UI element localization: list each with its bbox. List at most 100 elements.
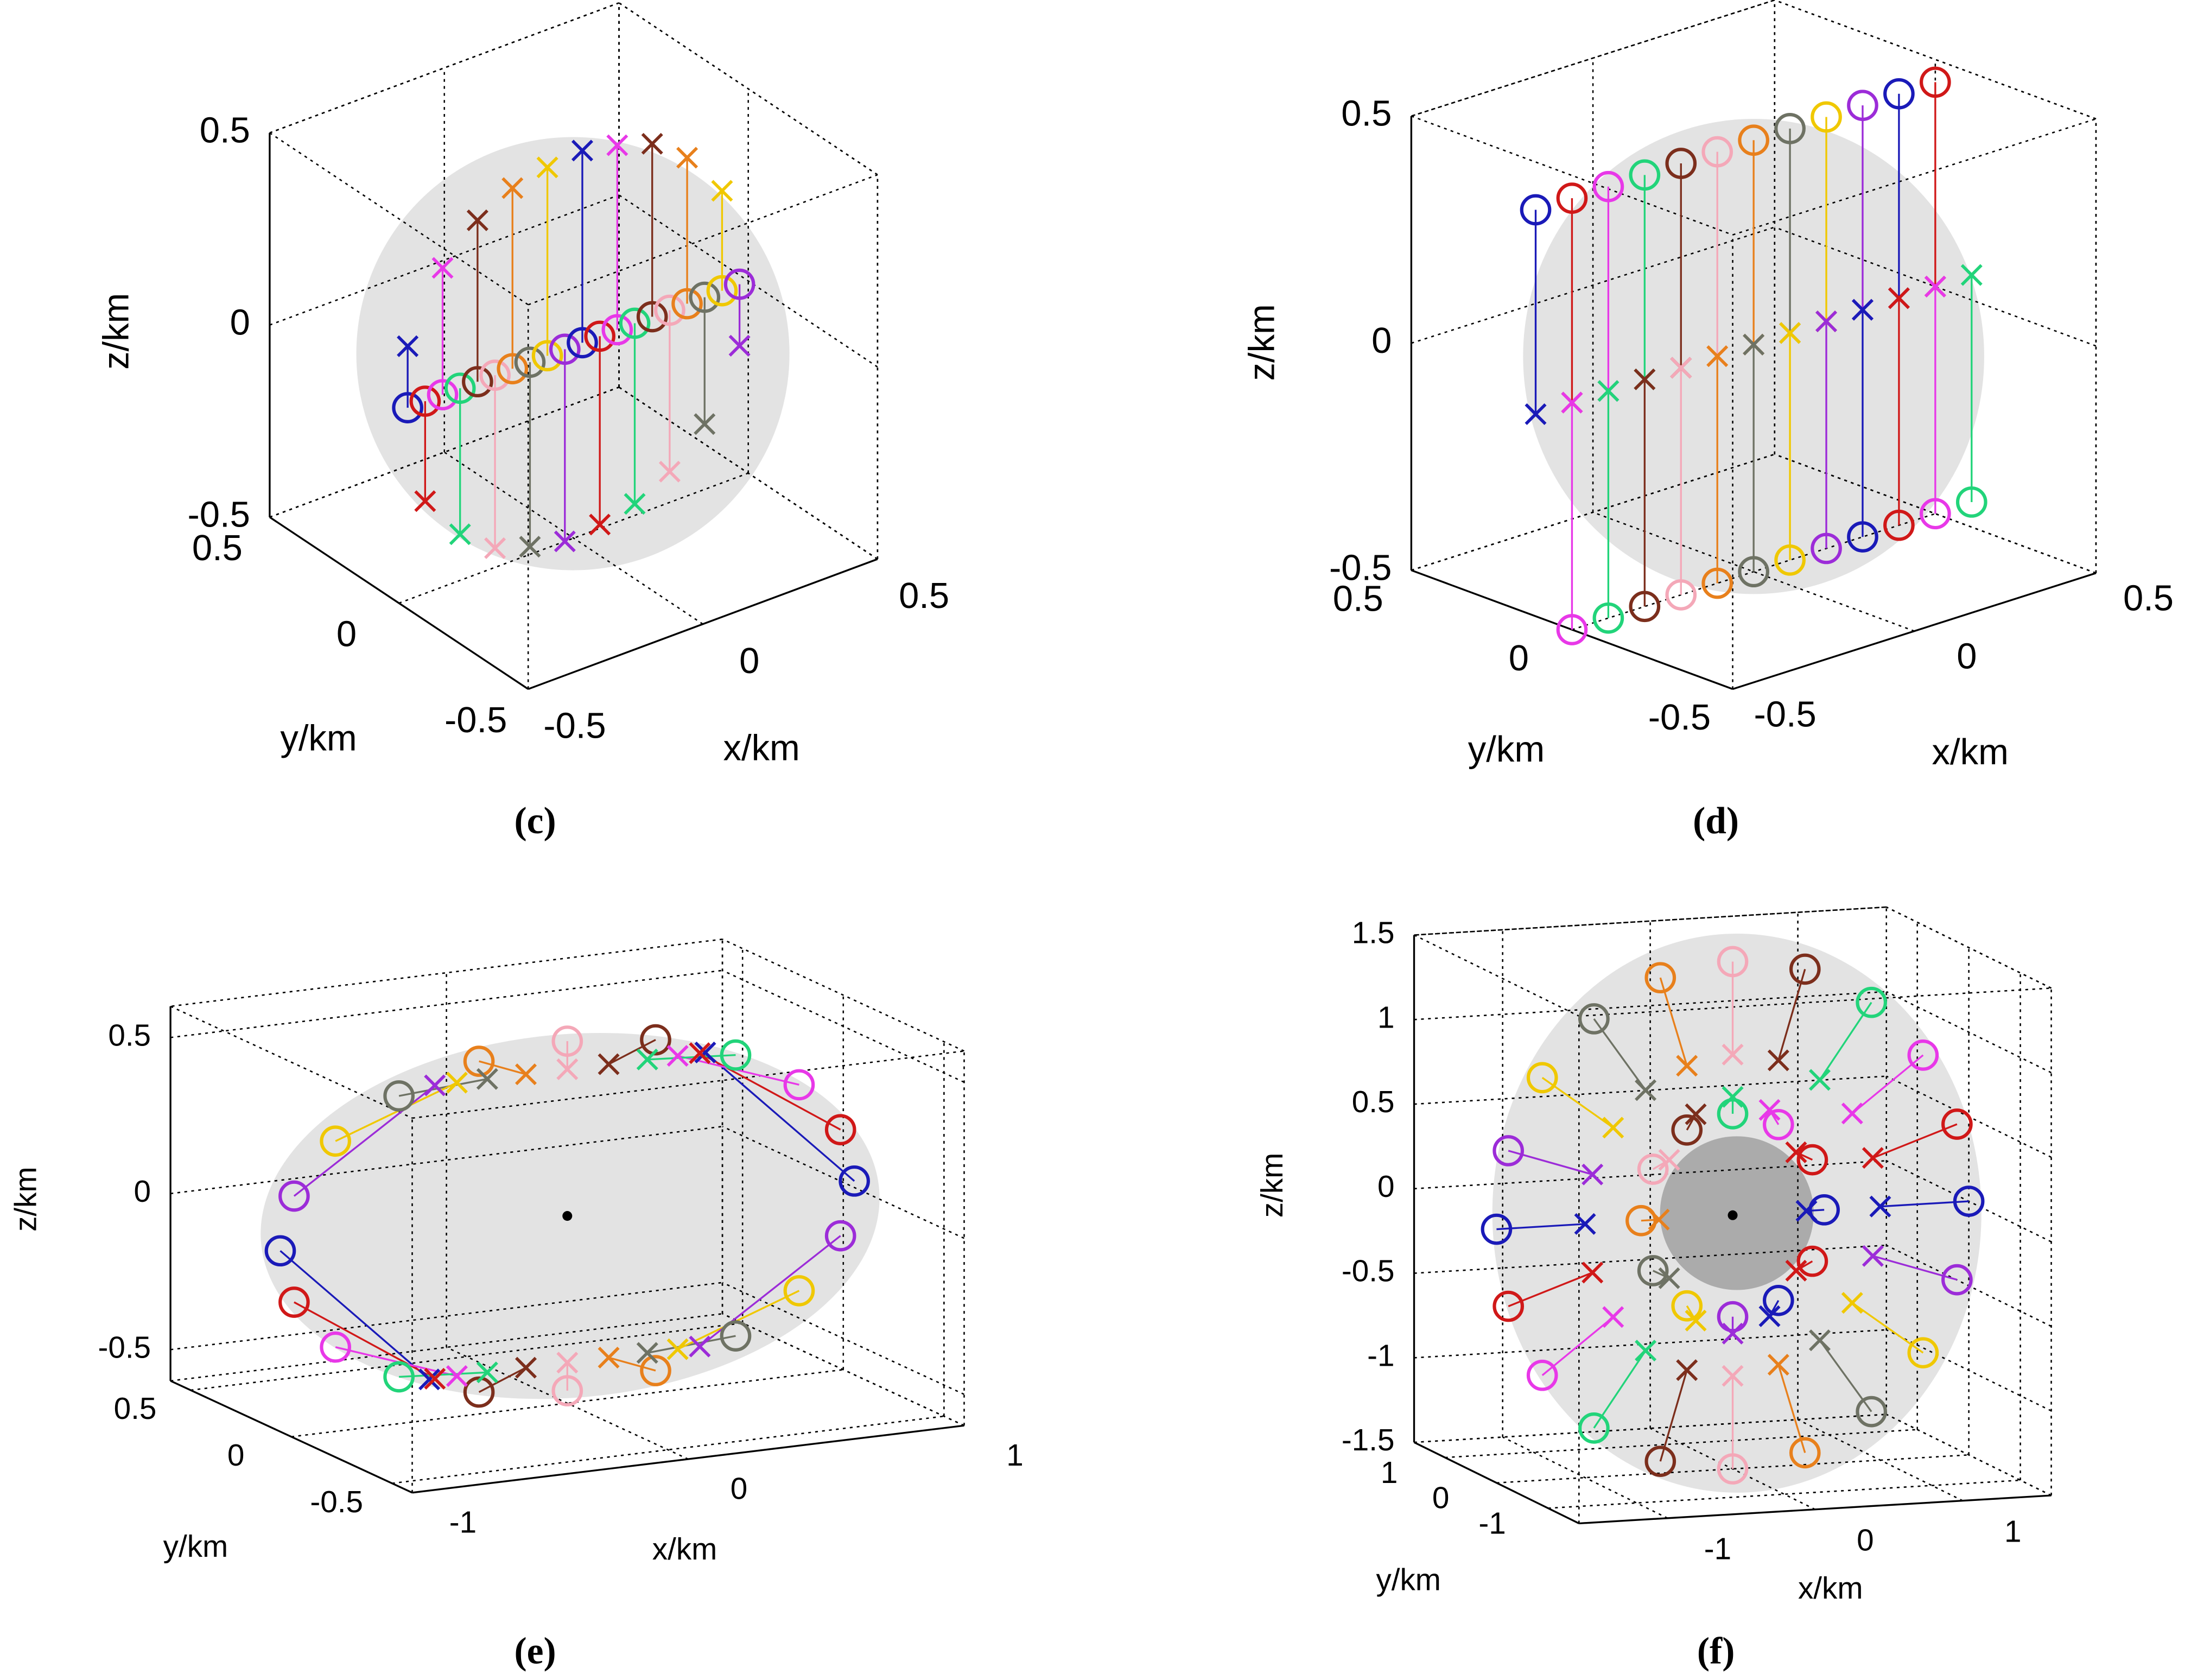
start-marker bbox=[1637, 1153, 1669, 1185]
start-marker bbox=[549, 333, 581, 365]
z-tick-label: -0.5 bbox=[98, 1330, 151, 1365]
trajectory bbox=[608, 1039, 656, 1066]
z-tick-label: 0.5 bbox=[1341, 93, 1392, 134]
start-marker bbox=[654, 294, 685, 326]
start-marker bbox=[514, 346, 546, 378]
y-tick-label: -0.5 bbox=[1648, 697, 1711, 738]
box-edge bbox=[722, 939, 965, 1052]
grid-line bbox=[1411, 453, 1775, 571]
y-tick-label: 0 bbox=[1432, 1481, 1450, 1516]
x-axis-label: x/km bbox=[1932, 732, 2009, 772]
grid-line bbox=[1411, 226, 1775, 344]
box-edge bbox=[1413, 934, 1579, 1017]
start-marker bbox=[839, 1165, 870, 1197]
start-marker bbox=[551, 1375, 583, 1406]
end-marker bbox=[1779, 322, 1801, 344]
box-edge bbox=[412, 1050, 964, 1119]
z-axis-label: z/km bbox=[9, 1167, 43, 1232]
start-marker bbox=[1856, 1396, 1887, 1428]
end-marker bbox=[1706, 345, 1729, 367]
trajectory bbox=[479, 1060, 526, 1075]
start-marker bbox=[619, 307, 651, 339]
end-marker bbox=[484, 537, 506, 559]
start-marker bbox=[567, 327, 598, 359]
start-marker bbox=[1629, 591, 1661, 623]
end-marker bbox=[1676, 1055, 1698, 1077]
start-marker bbox=[1520, 194, 1552, 226]
grid-line bbox=[190, 1322, 743, 1391]
x-tick-label: -1 bbox=[449, 1505, 477, 1539]
x-tick-label: 1 bbox=[1006, 1438, 1024, 1473]
grid-line bbox=[444, 451, 703, 625]
end-marker bbox=[1862, 1147, 1884, 1169]
start-marker bbox=[551, 1025, 583, 1057]
y-tick-label: -0.5 bbox=[310, 1485, 363, 1519]
box-edge bbox=[1732, 118, 2097, 236]
end-marker bbox=[571, 140, 593, 162]
start-marker bbox=[1789, 1437, 1821, 1469]
end-marker bbox=[1635, 1079, 1657, 1101]
end-marker bbox=[676, 147, 698, 169]
start-marker bbox=[1493, 1290, 1525, 1322]
x-tick-label: 0 bbox=[739, 641, 759, 681]
y-axis bbox=[1413, 1441, 1580, 1524]
grid-line bbox=[1502, 1436, 1668, 1519]
start-marker bbox=[640, 1355, 671, 1386]
start-marker bbox=[1556, 614, 1588, 645]
end-marker bbox=[397, 335, 419, 357]
end-marker bbox=[1743, 333, 1765, 356]
trajectory bbox=[1659, 1370, 1688, 1462]
grid-line bbox=[1414, 906, 1887, 936]
start-marker bbox=[497, 353, 529, 385]
end-marker bbox=[1888, 287, 1910, 309]
panel: -1.5-1-0.500.511.5-1 0 1-101z/kmx/kmy/km(f… bbox=[1255, 906, 2052, 1672]
x-tick-label: -1 bbox=[1704, 1532, 1731, 1567]
start-marker bbox=[1920, 498, 1951, 530]
end-marker bbox=[1841, 1102, 1863, 1125]
end-marker bbox=[431, 257, 454, 279]
z-axis-label: z/km bbox=[1242, 304, 1282, 381]
x-tick-label: -0.5 bbox=[543, 706, 606, 746]
start-marker bbox=[1847, 521, 1878, 553]
panel: -0.500.5-0.500.5-0.500.5z/kmx/kmy/km(c) bbox=[96, 2, 949, 842]
grid-line bbox=[291, 1369, 843, 1438]
z-tick-label: 0.5 bbox=[1352, 1085, 1395, 1119]
x-tick-label: 1 bbox=[2004, 1514, 2022, 1549]
start-marker bbox=[671, 288, 703, 320]
end-marker bbox=[1960, 264, 1983, 286]
start-marker bbox=[392, 392, 423, 423]
grid-line bbox=[1774, 0, 2097, 120]
end-marker bbox=[1597, 380, 1620, 402]
end-marker bbox=[424, 1367, 446, 1390]
grid-line bbox=[1414, 991, 1887, 1020]
end-marker bbox=[1815, 310, 1838, 333]
start-marker bbox=[1920, 66, 1951, 98]
start-marker bbox=[1717, 1098, 1749, 1130]
z-tick-label: -0.5 bbox=[188, 494, 250, 535]
end-marker bbox=[1924, 275, 1946, 297]
start-marker bbox=[783, 1069, 815, 1101]
z-tick-label: -0.5 bbox=[1342, 1254, 1395, 1289]
end-marker bbox=[1841, 1292, 1863, 1314]
start-marker bbox=[636, 301, 668, 333]
start-marker bbox=[1953, 1185, 1985, 1217]
end-marker bbox=[418, 1368, 441, 1391]
start-marker bbox=[427, 379, 459, 410]
end-marker bbox=[636, 1342, 658, 1364]
end-marker bbox=[515, 1356, 537, 1379]
grid-line bbox=[618, 194, 878, 368]
start-marker bbox=[1941, 1108, 1973, 1140]
start-marker bbox=[720, 1320, 752, 1352]
end-marker bbox=[1869, 1195, 1891, 1218]
y-tick-label: 1 bbox=[1381, 1456, 1398, 1490]
start-marker bbox=[1883, 509, 1915, 541]
y-axis bbox=[170, 1380, 413, 1494]
start-marker bbox=[783, 1275, 815, 1307]
caption: (c) bbox=[515, 800, 556, 842]
end-marker bbox=[1634, 368, 1656, 390]
center-point bbox=[1728, 1210, 1738, 1220]
box-edge bbox=[1411, 115, 1733, 236]
end-marker bbox=[658, 460, 681, 483]
end-marker bbox=[1758, 1305, 1781, 1327]
start-marker bbox=[824, 1114, 856, 1145]
